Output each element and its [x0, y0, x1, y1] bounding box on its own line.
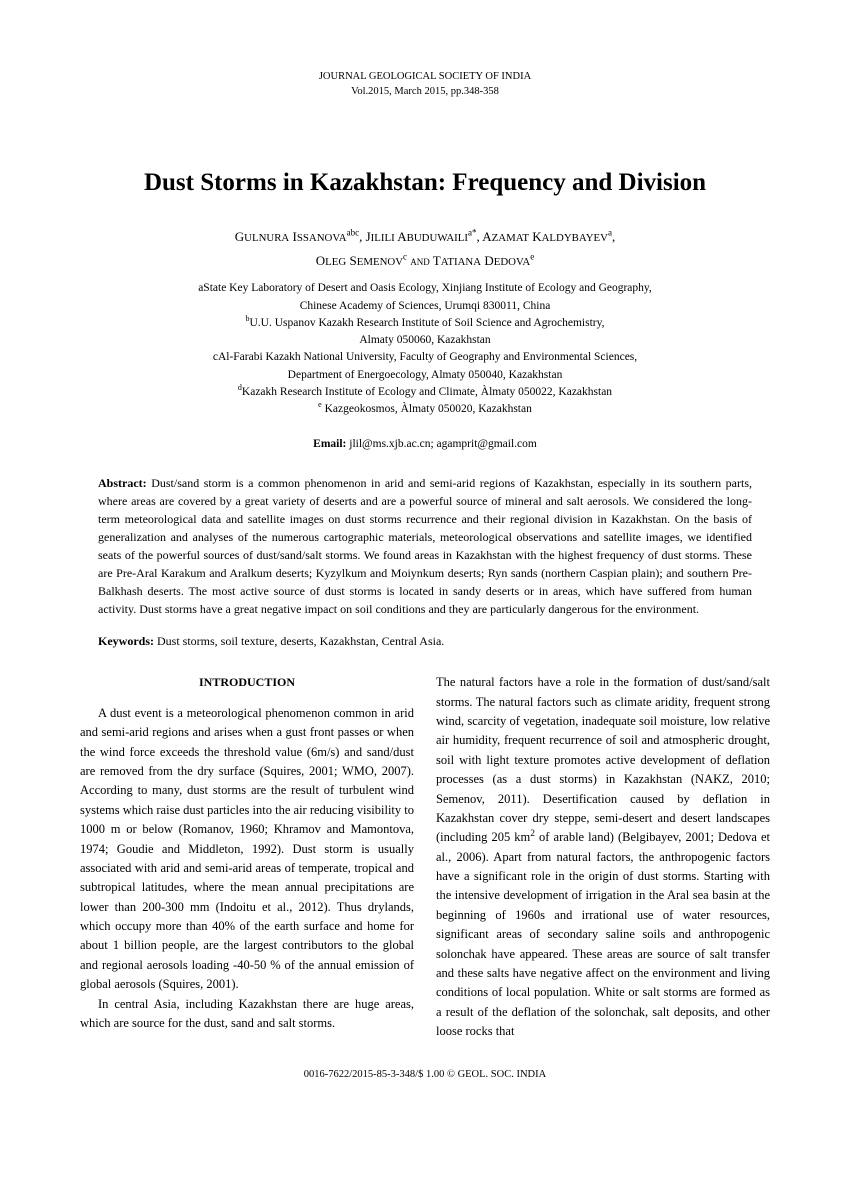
column-left: INTRODUCTION A dust event is a meteorolo… [80, 673, 414, 1041]
abstract-text: Dust/sand storm is a common phenomenon i… [98, 476, 752, 616]
affil-b2: Almaty 050060, Kazakhstan [80, 332, 770, 349]
keywords-text: Dust storms, soil texture, deserts, Kaza… [157, 634, 444, 648]
authors: GULNURA ISSANOVAabc, JILILI ABUDUWAILIa*… [80, 225, 770, 272]
journal-header: JOURNAL GEOLOGICAL SOCIETY OF INDIA Vol.… [80, 70, 770, 99]
authors-line1: GULNURA ISSANOVAabc, JILILI ABUDUWAILIa*… [80, 225, 770, 248]
page-container: JOURNAL GEOLOGICAL SOCIETY OF INDIA Vol.… [0, 0, 850, 1130]
abstract: Abstract: Dust/sand storm is a common ph… [98, 474, 752, 618]
column-right: The natural factors have a role in the f… [436, 673, 770, 1041]
section-heading: INTRODUCTION [80, 673, 414, 692]
affiliations: aState Key Laboratory of Desert and Oasi… [80, 280, 770, 418]
authors-line2: OLEG SEMENOVc and TATIANA DEDOVAe [80, 249, 770, 272]
email-line: Email: jlil@ms.xjb.ac.cn; agamprit@gmail… [80, 438, 770, 450]
body-para1: A dust event is a meteorological phenome… [80, 704, 414, 995]
paper-title: Dust Storms in Kazakhstan: Frequency and… [80, 169, 770, 197]
affil-e1: e Kazgeokosmos, Àlmaty 050020, Kazakhsta… [80, 401, 770, 418]
journal-name: JOURNAL GEOLOGICAL SOCIETY OF INDIA [80, 70, 770, 85]
keywords: Keywords: Dust storms, soil texture, des… [98, 634, 752, 649]
journal-info: Vol.2015, March 2015, pp.348-358 [80, 85, 770, 100]
abstract-label: Abstract: [98, 476, 147, 490]
affil-a1: aState Key Laboratory of Desert and Oasi… [80, 280, 770, 297]
body-para2: In central Asia, including Kazakhstan th… [80, 995, 414, 1034]
email-value: jlil@ms.xjb.ac.cn; agamprit@gmail.com [349, 438, 537, 450]
affil-b1: bU.U. Uspanov Kazakh Research Institute … [80, 315, 770, 332]
body-para3: The natural factors have a role in the f… [436, 673, 770, 1041]
affil-c2: Department of Energoecology, Almaty 0500… [80, 367, 770, 384]
email-label: Email: [313, 438, 346, 450]
affil-d1: dKazakh Research Institute of Ecology an… [80, 384, 770, 401]
affil-a2: Chinese Academy of Sciences, Urumqi 8300… [80, 298, 770, 315]
body-columns: INTRODUCTION A dust event is a meteorolo… [80, 673, 770, 1041]
affil-c1: cAl-Farabi Kazakh National University, F… [80, 349, 770, 366]
page-footer: 0016-7622/2015-85-3-348/$ 1.00 © GEOL. S… [80, 1069, 770, 1080]
keywords-label: Keywords: [98, 634, 154, 648]
